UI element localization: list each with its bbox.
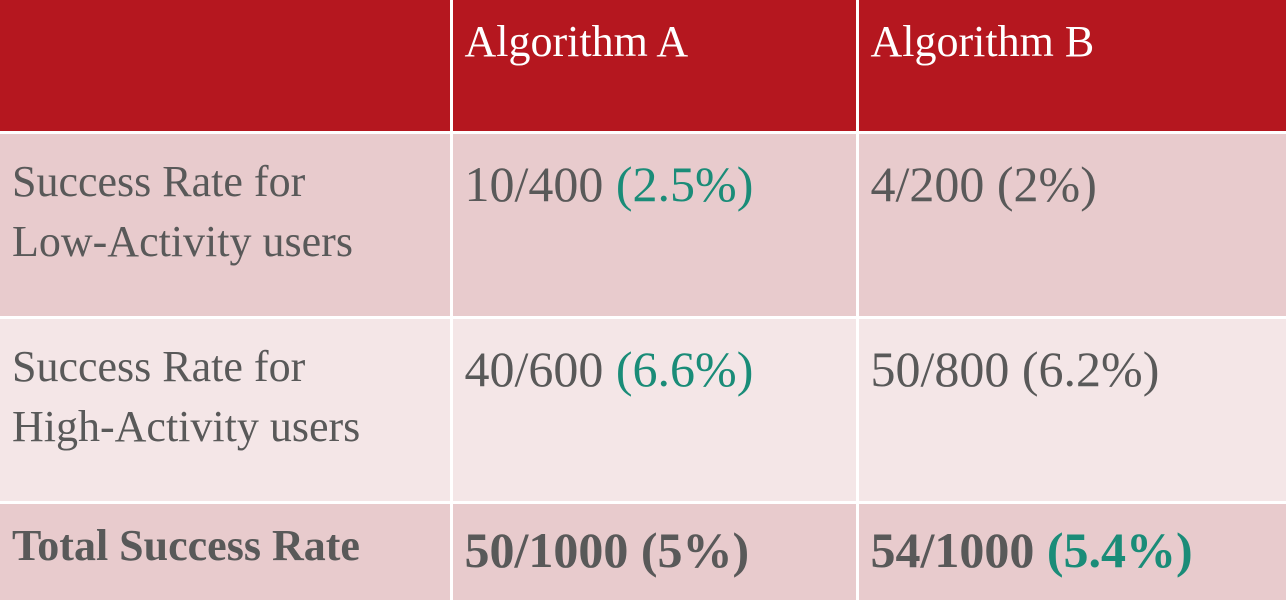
fraction: 54/1000 — [870, 521, 1035, 578]
row-label-line2: High-Activity users — [12, 401, 361, 451]
row-label-cell: Total Success Rate — [0, 500, 451, 600]
row-label: Success Rate for Low-Activity users — [0, 135, 450, 272]
algorithm-a-cell: 50/1000 (5%) — [449, 500, 857, 600]
percent: (6.6%) — [615, 340, 754, 397]
algorithm-a-value: 50/1000 (5%) — [454, 505, 856, 580]
row-label-line1: Success Rate for — [12, 156, 306, 206]
algorithm-b-value: 50/800 (6.2%) — [860, 320, 1286, 399]
algorithm-a-value: 10/400 (2.5%) — [454, 135, 856, 214]
algorithm-a-cell: 10/400 (2.5%) — [449, 130, 857, 317]
fraction: 10/400 — [464, 155, 604, 212]
row-label: Success Rate for High-Activity users — [0, 320, 450, 457]
percent: (2.5%) — [615, 155, 754, 212]
algorithm-b-cell: 54/1000 (5.4%) — [855, 500, 1286, 600]
row-label: Total Success Rate — [0, 505, 450, 576]
algorithm-a-value: 40/600 (6.6%) — [454, 320, 856, 399]
header-algorithm-b: Algorithm B — [855, 0, 1286, 132]
percent: (6.2%) — [1021, 340, 1160, 397]
table-row-low-activity: Success Rate for Low-Activity users 10/4… — [0, 130, 1286, 317]
table-header-row: Algorithm A Algorithm B — [0, 0, 1286, 132]
row-label-cell: Success Rate for Low-Activity users — [0, 130, 451, 317]
row-label-line1: Total Success Rate — [12, 520, 360, 570]
algorithm-a-cell: 40/600 (6.6%) — [449, 315, 857, 502]
fraction: 50/1000 — [464, 521, 629, 578]
row-label-cell: Success Rate for High-Activity users — [0, 315, 451, 502]
percent: (2%) — [996, 155, 1097, 212]
table-row-total: Total Success Rate 50/1000 (5%) 54/1000 … — [0, 500, 1286, 600]
percent: (5%) — [640, 521, 750, 578]
fraction: 50/800 — [870, 340, 1010, 397]
percent: (5.4%) — [1046, 521, 1193, 578]
header-algorithm-a: Algorithm A — [449, 0, 857, 132]
header-corner-cell — [0, 0, 451, 132]
algorithm-b-value: 4/200 (2%) — [860, 135, 1286, 214]
algorithm-b-cell: 4/200 (2%) — [855, 130, 1286, 317]
algorithm-b-value: 54/1000 (5.4%) — [860, 505, 1286, 580]
fraction: 40/600 — [464, 340, 604, 397]
fraction: 4/200 — [870, 155, 985, 212]
row-label-line2: Low-Activity users — [12, 216, 353, 266]
table-row-high-activity: Success Rate for High-Activity users 40/… — [0, 315, 1286, 502]
algorithm-b-cell: 50/800 (6.2%) — [855, 315, 1286, 502]
row-label-line1: Success Rate for — [12, 341, 306, 391]
